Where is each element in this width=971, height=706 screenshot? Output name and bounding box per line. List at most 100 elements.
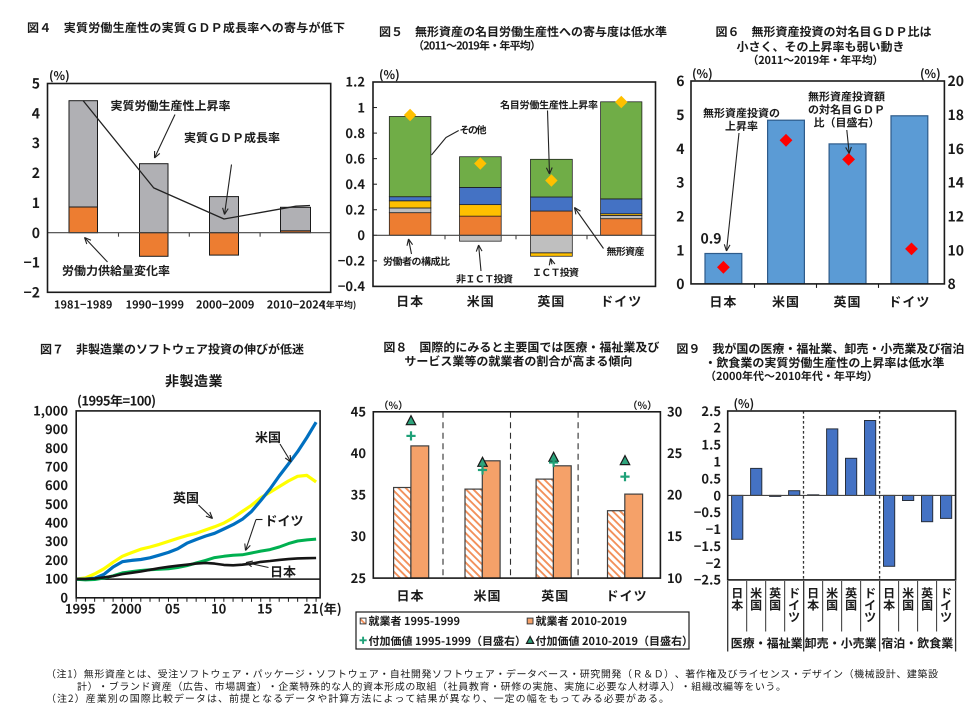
svg-text:日: 日 (731, 585, 743, 602)
svg-text:付加価値 1995-1999（目盛右）: 付加価値 1995-1999（目盛右） (369, 633, 527, 649)
svg-text:1981−1989: 1981−1989 (54, 297, 112, 313)
svg-text:5: 5 (676, 105, 684, 125)
svg-text:4: 4 (676, 139, 684, 159)
svg-text:6: 6 (676, 71, 684, 91)
svg-text:−1.5: −1.5 (694, 536, 721, 555)
svg-text:14: 14 (948, 173, 965, 193)
svg-text:英国: 英国 (541, 586, 569, 605)
svg-text:ド: ド (864, 585, 876, 602)
svg-text:ツ: ツ (940, 609, 952, 626)
svg-text:ド: ド (788, 585, 800, 602)
svg-text:1990−1999: 1990−1999 (126, 297, 184, 313)
svg-text:日本: 日本 (396, 291, 424, 310)
svg-text:（2011～2019年・年平均）: （2011～2019年・年平均） (748, 52, 884, 68)
svg-text:日本: 日本 (270, 562, 296, 581)
svg-text:就業者 1995-1999: 就業者 1995-1999 (369, 613, 461, 629)
svg-text:−1: −1 (23, 253, 40, 273)
svg-text:0.2: 0.2 (345, 199, 365, 218)
svg-text:日: 日 (807, 585, 819, 602)
svg-text:国: 国 (845, 597, 857, 614)
svg-text:英: 英 (769, 585, 781, 602)
svg-text:ドイツ: ドイツ (606, 586, 648, 605)
svg-text:1: 1 (713, 451, 721, 470)
svg-text:800: 800 (45, 438, 68, 457)
svg-text:ドイツ: ドイツ (888, 292, 930, 311)
svg-text:ドイツ: ドイツ (265, 511, 304, 530)
svg-text:米: 米 (902, 585, 914, 602)
svg-text:国: 国 (921, 597, 933, 614)
svg-text:2: 2 (676, 206, 684, 226)
svg-text:図８ 国際的にみると主要国では医療・福祉業及び: 図８ 国際的にみると主要国では医療・福祉業及び (383, 339, 659, 356)
svg-text:（%）: （%） (628, 397, 658, 412)
svg-text:300: 300 (45, 531, 68, 550)
svg-text:20: 20 (948, 71, 965, 91)
svg-text:700: 700 (45, 456, 68, 475)
svg-text:10: 10 (211, 599, 227, 618)
svg-text:1.5: 1.5 (701, 435, 721, 454)
svg-text:日: 日 (883, 585, 895, 602)
svg-text:国: 国 (750, 597, 762, 614)
svg-text:ＩＣＴ投資: ＩＣＴ投資 (532, 264, 579, 279)
svg-text:2000−2009: 2000−2009 (196, 297, 254, 313)
svg-text:米国: 米国 (255, 427, 281, 446)
svg-text:0.4: 0.4 (345, 174, 365, 193)
svg-text:図９ 我が国の医療・福祉業、卸売・小売業及び宿泊: 図９ 我が国の医療・福祉業、卸売・小売業及び宿泊 (676, 340, 964, 357)
svg-text:国: 国 (769, 597, 781, 614)
svg-text:45: 45 (351, 402, 366, 421)
svg-text:名目労働生産性上昇率: 名目労働生産性上昇率 (500, 97, 598, 112)
svg-text:非製造業: 非製造業 (165, 371, 223, 391)
svg-text:本: 本 (883, 597, 895, 614)
svg-text:(%): (%) (734, 395, 755, 412)
svg-text:400: 400 (45, 513, 68, 532)
svg-text:国: 国 (826, 597, 838, 614)
svg-text:1: 1 (32, 193, 40, 213)
svg-text:0.6: 0.6 (345, 148, 365, 167)
svg-text:上昇率: 上昇率 (725, 118, 758, 134)
svg-text:600: 600 (45, 475, 68, 494)
svg-text:米国: 米国 (772, 292, 800, 311)
svg-text:英国: 英国 (537, 291, 565, 310)
svg-text:16: 16 (948, 139, 965, 159)
svg-text:−0.5: −0.5 (694, 502, 721, 521)
svg-text:2010−2024: 2010−2024 (267, 297, 326, 313)
svg-text:200: 200 (45, 550, 68, 569)
svg-text:(年平均): (年平均) (323, 298, 357, 311)
svg-text:12: 12 (948, 206, 965, 226)
svg-text:0: 0 (357, 225, 365, 244)
svg-text:イ: イ (864, 597, 876, 614)
svg-text:無形資産投資の: 無形資産投資の (703, 105, 780, 121)
svg-text:卸売・小売業: 卸売・小売業 (805, 635, 877, 652)
svg-text:非ＩＣＴ投資: 非ＩＣＴ投資 (456, 271, 513, 286)
svg-text:本: 本 (731, 597, 743, 614)
svg-text:1995: 1995 (65, 599, 96, 618)
svg-text:−0.4: −0.4 (338, 276, 366, 295)
svg-text:−1: −1 (706, 519, 721, 538)
svg-text:付加価値 2010-2019（目盛右）: 付加価値 2010-2019（目盛右） (536, 633, 694, 649)
svg-text:（注2）産業別の国際比較データは、前提となるデータや計算方法: （注2）産業別の国際比較データは、前提となるデータや計算方法によって結果が異なり… (46, 690, 669, 705)
svg-text:英: 英 (921, 585, 933, 602)
svg-text:（2011～2019年・年平均）: （2011～2019年・年平均） (413, 38, 541, 54)
svg-text:−2.5: −2.5 (694, 570, 721, 589)
svg-text:1: 1 (676, 240, 684, 260)
svg-text:無形資産投資額: 無形資産投資額 (808, 89, 885, 105)
svg-text:図７ 非製造業のソフトウェア投資の伸びが低迷: 図７ 非製造業のソフトウェア投資の伸びが低迷 (40, 341, 304, 358)
svg-text:(%): (%) (49, 67, 70, 84)
svg-text:15: 15 (257, 599, 272, 618)
svg-text:本: 本 (807, 597, 819, 614)
svg-text:35: 35 (351, 485, 366, 504)
svg-text:18: 18 (948, 105, 965, 125)
svg-text:医療・福祉業: 医療・福祉業 (731, 635, 803, 652)
svg-text:2.5: 2.5 (701, 401, 721, 420)
svg-text:10: 10 (948, 240, 965, 260)
svg-text:実質ＧＤＰ成長率: 実質ＧＤＰ成長率 (184, 129, 280, 146)
svg-text:2: 2 (32, 163, 40, 183)
svg-text:8: 8 (948, 274, 956, 294)
svg-text:無形資産: 無形資産 (607, 243, 645, 258)
svg-text:900: 900 (45, 419, 68, 438)
svg-text:（%）: （%） (379, 397, 409, 412)
svg-text:英: 英 (845, 585, 857, 602)
svg-text:イ: イ (788, 597, 800, 614)
svg-text:の対名目ＧＤＰ: の対名目ＧＤＰ (808, 102, 885, 118)
svg-text:就業者 2010-2019: 就業者 2010-2019 (536, 613, 628, 629)
svg-text:−2: −2 (706, 553, 721, 572)
